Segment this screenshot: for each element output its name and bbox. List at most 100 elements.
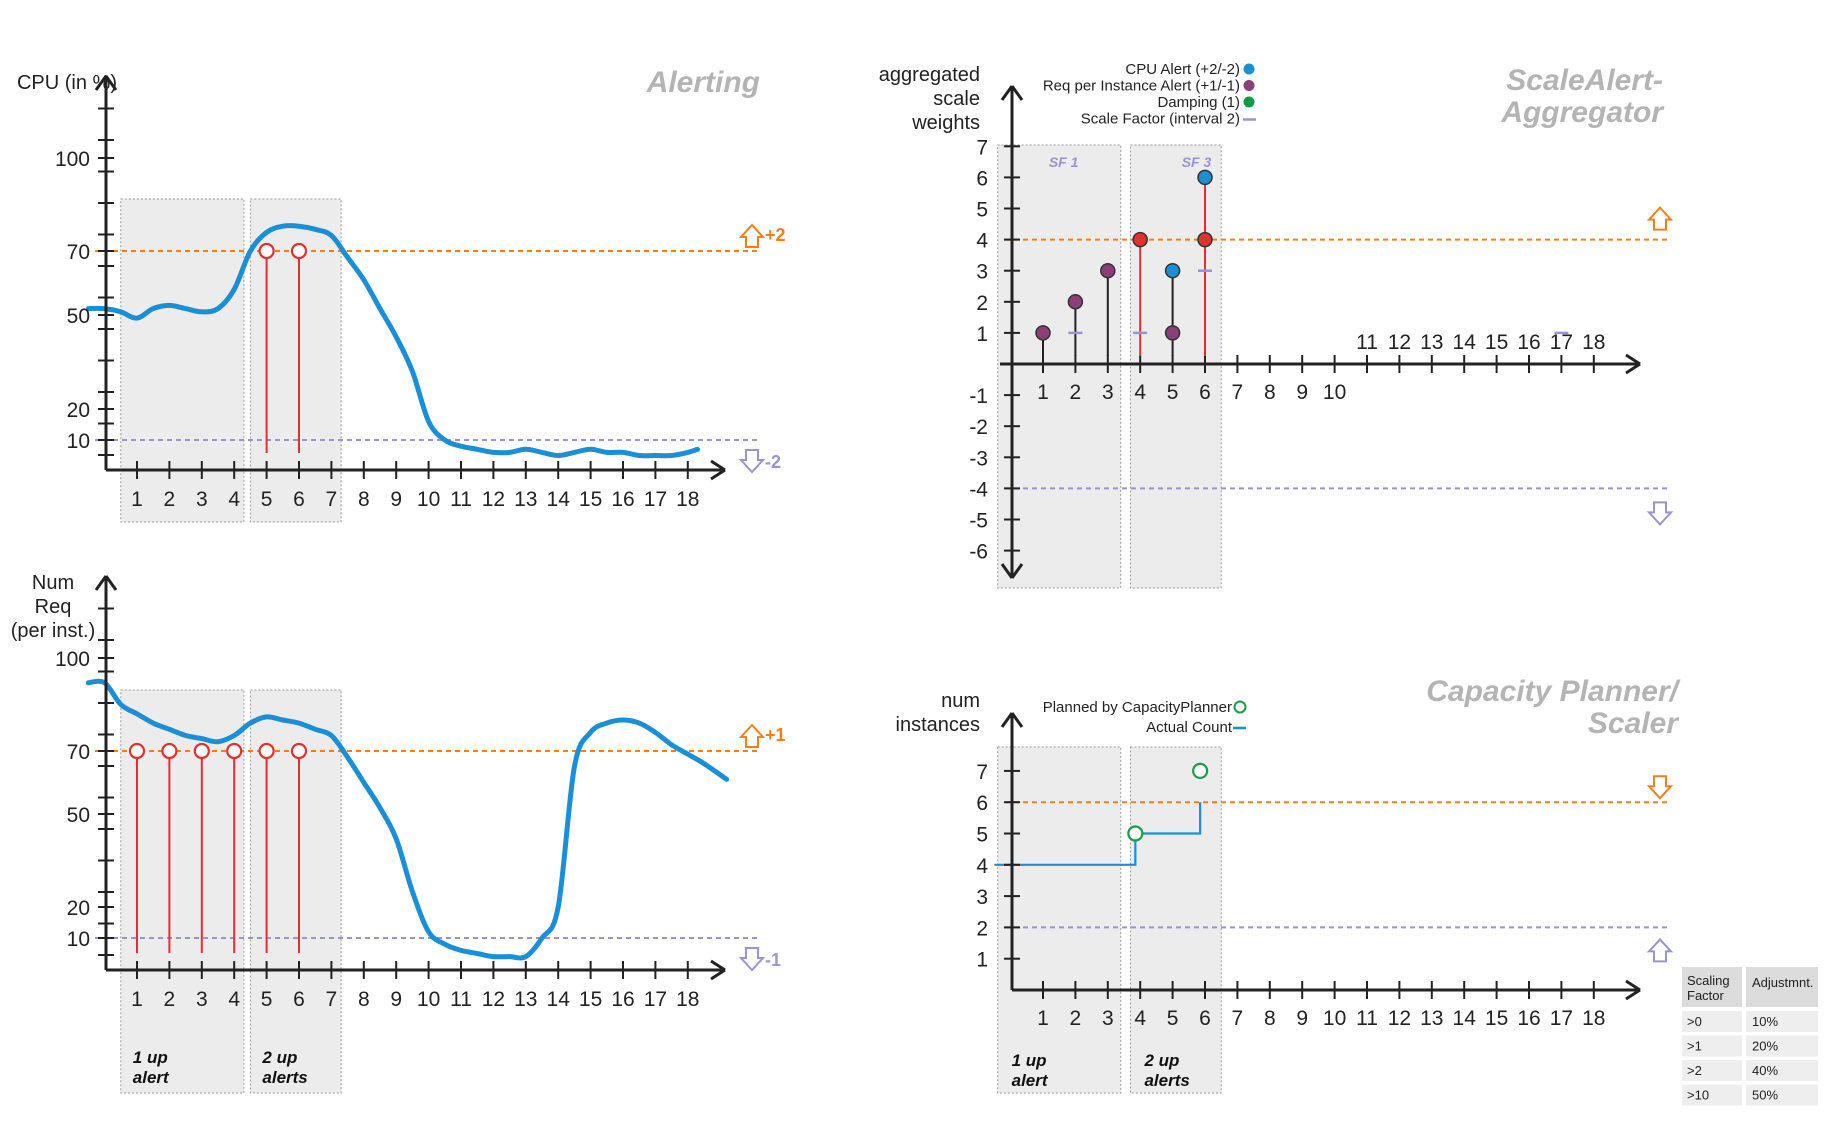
x-axis-arrow [710, 959, 726, 981]
alert-marker [226, 742, 243, 760]
y-tick-label: -1 [969, 385, 988, 408]
table-cell [1746, 1011, 1818, 1032]
x-tick-label: 2 [1070, 381, 1082, 404]
y-tick-label: 6 [976, 167, 988, 190]
x-tick-label: 11 [1356, 1007, 1378, 1030]
y-tick-label: 5 [976, 199, 988, 222]
x-tick-label: 4 [1134, 381, 1146, 404]
table-cell [1682, 1035, 1742, 1057]
upper-threshold-label: +2 [765, 225, 786, 245]
y-tick-label: 70 [67, 741, 90, 764]
y-tick-label: 3 [976, 261, 988, 284]
legend-label: Planned by CapacityPlanner [1043, 699, 1232, 716]
x-tick-label: 9 [1296, 1007, 1308, 1030]
arrow-down-icon [738, 449, 766, 474]
y-axis-label: instances [896, 714, 981, 736]
band-label: 1 up [1012, 1051, 1047, 1070]
weight-point [1132, 231, 1148, 248]
x-tick-label: 13 [514, 988, 537, 1011]
y-tick-label: 10 [67, 430, 90, 453]
x-tick-label: 14 [547, 988, 571, 1011]
x-tick-label: 15 [1485, 1007, 1508, 1030]
arrow-up-icon [1646, 206, 1674, 231]
x-tick-label: 2 [164, 988, 176, 1011]
x-tick-label: 6 [293, 988, 305, 1011]
table-header-cell [1746, 967, 1818, 1007]
band-label: alerts [262, 1068, 307, 1087]
planned-instances-marker [1192, 762, 1209, 780]
x-tick-label: 9 [390, 488, 402, 511]
weight-point [1100, 262, 1116, 279]
band-label: alert [133, 1068, 170, 1087]
planned-instances-marker [1127, 825, 1144, 842]
panel-title: Scaler [1588, 707, 1680, 740]
x-tick-label: 11 [1356, 331, 1378, 354]
x-tick-label: 1 [131, 488, 143, 511]
x-tick-label: 8 [358, 988, 370, 1011]
band-label: 2 up [261, 1048, 297, 1067]
x-tick-label: 15 [579, 488, 602, 511]
y-axis-arrow [1000, 85, 1024, 101]
y-axis-arrow [1000, 712, 1024, 728]
lower-threshold-label: -1 [765, 950, 781, 970]
y-axis-label: CPU (in %) [17, 72, 117, 94]
x-tick-label: 6 [293, 488, 305, 511]
table-header: Adjustmnt. [1752, 975, 1813, 990]
x-tick-label: 3 [196, 488, 208, 511]
x-tick-label: 10 [1323, 381, 1346, 404]
y-axis-label: Req [35, 596, 72, 618]
x-tick-label: 4 [228, 988, 240, 1011]
legend-label: Actual Count [1146, 719, 1233, 736]
x-tick-label: 15 [579, 988, 602, 1011]
alert-marker [258, 242, 275, 260]
table-cell [1682, 1084, 1742, 1106]
x-tick-label: 8 [1264, 1007, 1276, 1030]
x-tick-label: 17 [1550, 331, 1573, 354]
alert-marker [161, 742, 178, 760]
alert-marker [193, 742, 210, 760]
x-tick-label: 10 [417, 988, 440, 1011]
y-tick-label: 6 [976, 792, 988, 815]
x-tick-label: 17 [644, 488, 667, 511]
y-axis-label: (per inst.) [11, 620, 95, 642]
x-tick-label: 10 [1323, 1007, 1346, 1030]
x-tick-label: 18 [676, 988, 699, 1011]
x-tick-label: 6 [1199, 1007, 1211, 1030]
x-tick-label: 12 [1388, 331, 1411, 354]
legend-dot-icon [1243, 96, 1255, 108]
legend-label: Damping (1) [1157, 94, 1240, 111]
y-tick-label: -6 [969, 541, 988, 564]
x-tick-label: 1 [131, 988, 143, 1011]
scale-factor-band-label: SF 3 [1182, 154, 1212, 170]
y-tick-label: 1 [976, 949, 988, 972]
lower-threshold-label: -2 [765, 452, 781, 472]
table-cell [1682, 1060, 1742, 1081]
y-tick-label: 4 [976, 855, 988, 878]
legend-label: CPU Alert (+2/-2) [1125, 61, 1240, 78]
scale-factor-band-label: SF 1 [1049, 154, 1079, 170]
y-tick-label: 20 [67, 897, 90, 920]
panel-title: Alerting [646, 66, 760, 99]
x-tick-label: 5 [1167, 1007, 1179, 1030]
arrow-down-icon [1646, 775, 1674, 800]
alert-marker [128, 742, 146, 760]
table-cell [1746, 1035, 1818, 1057]
arrow-down-icon [1646, 501, 1674, 526]
x-tick-label: 10 [417, 488, 440, 511]
weight-point [1035, 325, 1051, 341]
legend-label: Req per Instance Alert (+1/-1) [1043, 78, 1240, 95]
band-label: alerts [1144, 1071, 1189, 1090]
band-region [997, 144, 1122, 589]
table-cell-text: >2 [1687, 1063, 1702, 1078]
y-tick-label: 100 [55, 648, 90, 671]
band-region [1129, 746, 1222, 1094]
weight-point [1164, 262, 1181, 279]
data-series-line [85, 223, 701, 459]
table-cell [1682, 1011, 1742, 1032]
arrow-up-icon [1646, 937, 1674, 963]
x-tick-label: 4 [1134, 1007, 1146, 1030]
x-tick-label: 7 [1232, 1007, 1244, 1030]
upper-threshold-label: +1 [765, 725, 786, 745]
table-cell-text: 40% [1752, 1063, 1778, 1078]
panel-title: Capacity Planner/ [1426, 675, 1680, 708]
